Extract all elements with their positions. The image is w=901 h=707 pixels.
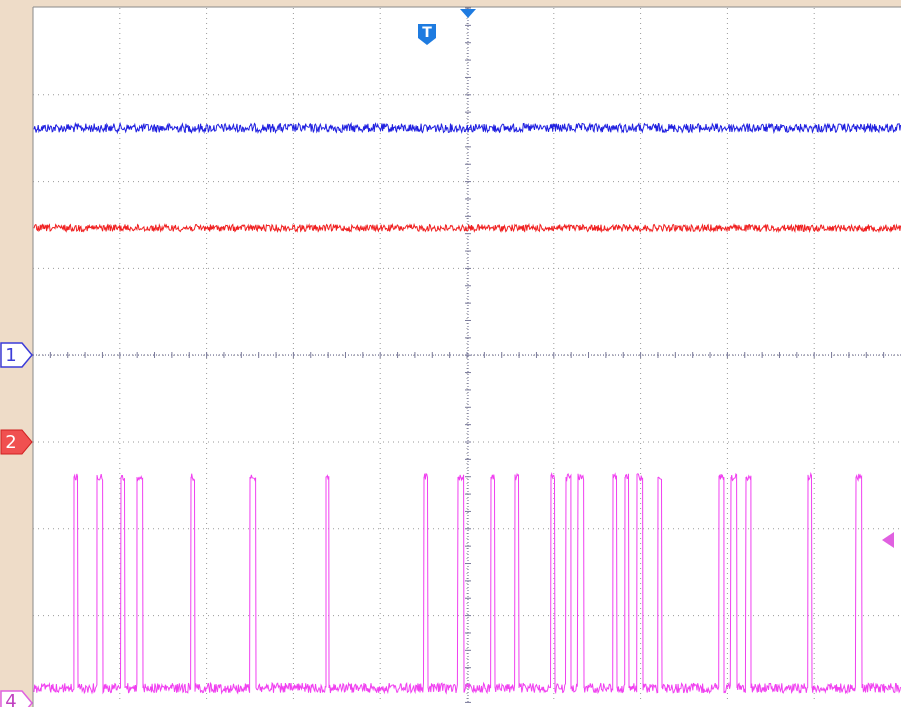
- channel-4-label: 4: [5, 691, 16, 707]
- channel-4-trace: [33, 471, 901, 695]
- channel-1-label: 1: [5, 345, 16, 366]
- channel-1-shape: [0, 342, 33, 368]
- channel-4-marker: 4: [0, 690, 33, 707]
- channel-1-trace: [33, 121, 901, 135]
- channel-4-level-marker: [882, 532, 894, 548]
- trigger-position: [460, 9, 476, 18]
- channel-1-marker: 1: [0, 342, 33, 368]
- channel-2-shape: [0, 429, 33, 455]
- channel-4-shape: [0, 690, 33, 707]
- trigger-label: T: [422, 25, 432, 41]
- channel-2-marker: 2: [0, 429, 33, 455]
- traces: [33, 121, 901, 695]
- channel-2-trace: [33, 222, 901, 234]
- trigger-badge: T: [418, 24, 436, 45]
- top-strip: [0, 0, 901, 7]
- channel-2-label: 2: [5, 432, 16, 453]
- trigger-badge-shape: [418, 24, 436, 45]
